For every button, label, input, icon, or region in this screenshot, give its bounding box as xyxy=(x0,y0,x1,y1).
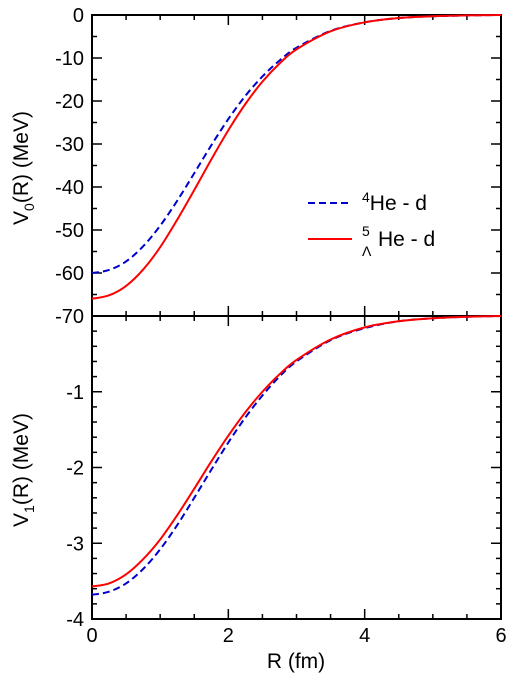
legend-label-4he-d-main: He - d xyxy=(370,192,427,215)
bottom-y-tick-label: -2 xyxy=(66,458,84,480)
x-axis-title: R (fm) xyxy=(267,650,325,673)
bottom-plot-frame xyxy=(91,315,502,620)
top-y-tick-label: -60 xyxy=(55,263,84,285)
x-tick-label: 4 xyxy=(359,625,370,647)
top-y-axis-title-sub: 0 xyxy=(21,203,37,211)
bottom-series-group xyxy=(91,315,502,596)
top-y-tick-label: -70 xyxy=(55,306,84,328)
top-y-tick-label: -30 xyxy=(55,134,84,156)
bottom-y-axis-title: V1(R) (MeV) xyxy=(10,413,37,527)
x-tick-label: 6 xyxy=(495,625,506,647)
bottom-y-tick-label: -4 xyxy=(66,609,84,631)
legend-label-5lhe-d-sup: 5 xyxy=(362,223,370,239)
legend-label-5lhe-d-sub: Λ xyxy=(362,243,372,259)
legend: 4He - d 5 Λ He - d xyxy=(308,189,435,259)
bottom-y-axis-title-tail: (R) (MeV) xyxy=(10,413,33,505)
top-y-ticks: 0 -10 -20 -30 -40 -50 -60 -70 xyxy=(55,5,501,328)
top-y-tick-label: -10 xyxy=(55,48,84,70)
bottom-panel: 0 2 4 6 -1 -2 -3 -4 V1(R) (MeV) R (fm) xyxy=(10,315,507,673)
x-tick-label: 0 xyxy=(86,625,97,647)
bottom-series-5lhe-d-line xyxy=(91,315,502,588)
top-series-group xyxy=(91,14,502,300)
top-y-tick-label: -50 xyxy=(55,220,84,242)
top-y-tick-label: 0 xyxy=(73,5,84,27)
x-tick-label: 2 xyxy=(223,625,234,647)
bottom-y-axis-title-sub: 1 xyxy=(21,505,37,513)
bottom-y-axis-title-main: V xyxy=(10,513,33,527)
bottom-y-tick-label: -3 xyxy=(66,533,84,555)
bottom-y-ticks: -1 -2 -3 -4 xyxy=(66,315,501,631)
bottom-y-tick-label: -1 xyxy=(66,382,84,404)
legend-label-5lhe-d: 5 Λ He - d xyxy=(362,223,435,259)
top-x-ticks xyxy=(91,15,502,316)
legend-label-4he-d-sup: 4 xyxy=(362,189,370,205)
top-series-4he-d-line xyxy=(91,14,502,274)
top-y-tick-label: -40 xyxy=(55,177,84,199)
bottom-series-4he-d-line xyxy=(91,315,502,596)
legend-label-5lhe-d-main: He - d xyxy=(378,228,435,251)
top-series-5lhe-d-line xyxy=(91,14,502,300)
top-y-axis-title-main: V xyxy=(10,211,33,225)
bottom-x-ticks: 0 2 4 6 xyxy=(86,316,507,647)
top-plot-frame xyxy=(91,14,502,317)
top-y-tick-label: -20 xyxy=(55,91,84,113)
legend-label-4he-d: 4He - d xyxy=(362,189,427,215)
top-panel: 0-10-20-30-40-50-60-70 V0(R) (MeV) 4He -… xyxy=(10,5,502,328)
top-y-axis-title-tail: (R) (MeV) xyxy=(10,111,33,203)
top-y-axis-title: V0(R) (MeV) xyxy=(10,111,37,225)
